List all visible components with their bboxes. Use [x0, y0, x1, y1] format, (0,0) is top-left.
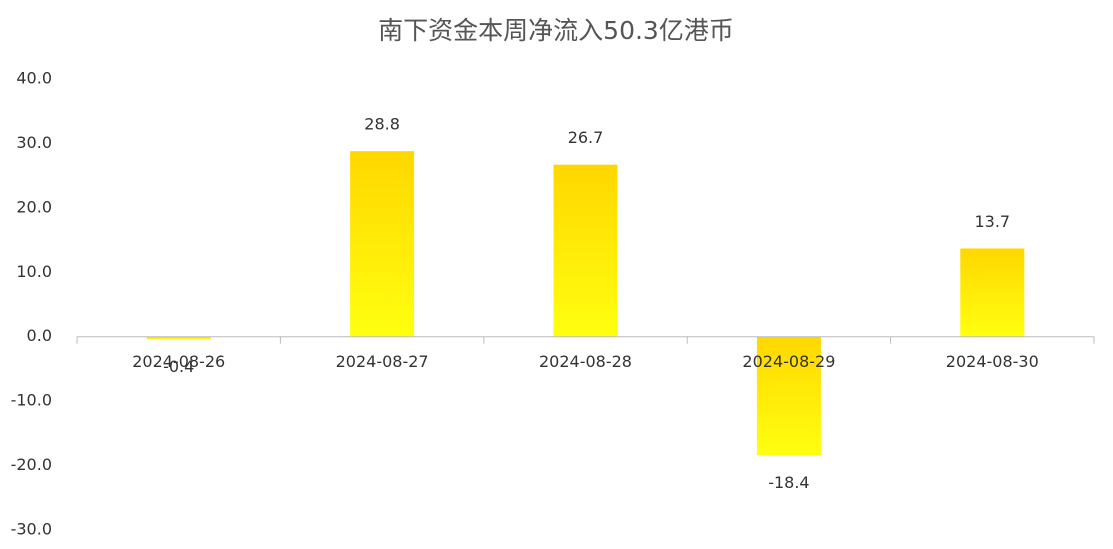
bar [756, 336, 821, 456]
value-label: 13.7 [974, 212, 1010, 231]
value-label: 28.8 [364, 115, 400, 134]
y-tick-label: -30.0 [11, 520, 52, 539]
value-label: 26.7 [568, 128, 604, 147]
value-label: -18.4 [768, 473, 809, 492]
x-tick-label: 2024-08-26 [132, 352, 225, 371]
bar [146, 336, 211, 340]
y-tick-label: 10.0 [16, 262, 52, 281]
x-tick-label: 2024-08-28 [539, 352, 632, 371]
chart-title: 南下资金本周净流入50.3亿港币 [378, 16, 734, 45]
value-label: -0.4 [163, 357, 194, 376]
bar [553, 164, 618, 337]
y-tick-label: -10.0 [11, 391, 52, 410]
y-tick-label: 20.0 [16, 197, 52, 216]
bar [960, 248, 1025, 337]
bar [350, 151, 415, 337]
y-tick-label: 0.0 [27, 326, 52, 345]
x-tick-label: 2024-08-30 [946, 352, 1039, 371]
y-tick-label: 30.0 [16, 133, 52, 152]
y-tick-label: 40.0 [16, 69, 52, 88]
x-tick-label: 2024-08-29 [742, 352, 835, 371]
y-tick-label: -20.0 [11, 455, 52, 474]
x-tick-label: 2024-08-27 [336, 352, 429, 371]
